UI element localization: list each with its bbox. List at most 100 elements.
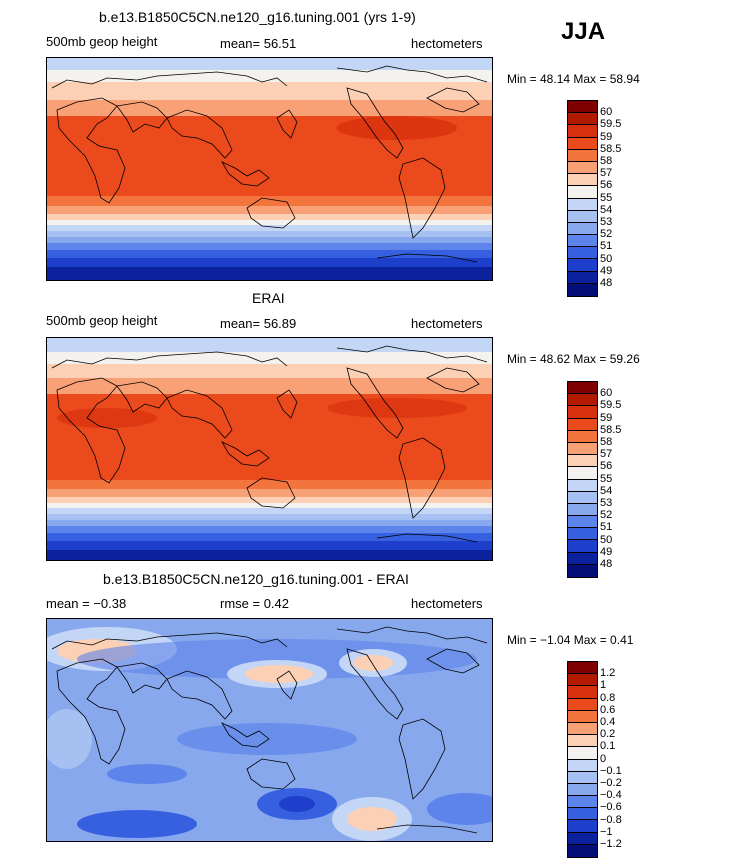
panel2-coastlines — [51, 345, 488, 543]
colorbar-label: 58.5 — [600, 423, 622, 436]
colorbar-label: 56 — [600, 179, 613, 192]
panel1-cbar-box — [568, 125, 597, 138]
panel3-rmse: rmse = 0.42 — [220, 596, 290, 611]
colorbar-label: 56 — [600, 460, 613, 473]
colorbar-label: 48 — [600, 558, 613, 570]
colorbar-label: 54 — [600, 484, 613, 497]
panel2-cbar-box — [568, 394, 597, 407]
panel3-mean: mean = −0.38 — [46, 596, 127, 611]
colorbar-label: 58.5 — [600, 142, 622, 155]
panel1-colorbar — [567, 100, 598, 297]
panel2-cbar-box — [568, 528, 597, 541]
colorbar-label: 57 — [600, 448, 613, 461]
panel1-cbar-box — [568, 113, 597, 126]
colorbar-label: 0.6 — [600, 703, 616, 716]
panel3-cbar-box — [568, 771, 597, 784]
panel1-cbar-box — [568, 247, 597, 260]
panel1-units: hectometers — [411, 36, 483, 51]
colorbar-label: 52 — [600, 509, 613, 522]
panel1-variable: 500mb geop height — [46, 34, 158, 49]
colorbar-label: 0 — [600, 752, 607, 765]
panel2-units: hectometers — [411, 316, 483, 331]
colorbar-label: 0.4 — [600, 716, 616, 728]
season-label: JJA — [561, 18, 606, 45]
panel2-cbar-box — [568, 382, 597, 395]
panel3-cbar-box — [568, 735, 597, 748]
panel2-cbar-box — [568, 552, 597, 565]
panel1-cbar-box — [568, 198, 597, 211]
colorbar-label: 51 — [600, 240, 613, 253]
panel1-cbar-box — [568, 271, 597, 284]
colorbar-label: 55 — [600, 472, 613, 485]
panel1-cbar-box — [568, 235, 597, 248]
panel3-coastlines — [51, 626, 488, 834]
colorbar-label: 58 — [600, 436, 613, 448]
colorbar-label: 53 — [600, 216, 613, 228]
panel2-cbar-box — [568, 503, 597, 517]
panel1-cbar-box — [568, 186, 597, 199]
colorbar-label: −1.2 — [600, 838, 622, 850]
panel1-map — [46, 57, 493, 281]
panel1-cbar-box — [568, 259, 597, 272]
colorbar-label: 50 — [600, 252, 613, 265]
panel2-title: ERAI — [252, 290, 285, 306]
panel2-cbar-box — [568, 540, 597, 553]
panel2-colorbar — [567, 381, 598, 578]
panel3-cbar-box — [568, 698, 597, 711]
panel2-cbar-box — [568, 467, 597, 480]
panel3-cbar-box — [568, 747, 597, 760]
panel2-map-svg — [47, 338, 492, 560]
colorbar-label: 53 — [600, 497, 613, 509]
panel3-minmax: Min = −1.04 Max = 0.41 — [507, 633, 634, 647]
colorbar-label: 0.1 — [600, 740, 616, 753]
panel3-cbar-box — [568, 808, 597, 821]
panel2-cbar-box — [568, 442, 597, 456]
panel2-variable: 500mb geop height — [46, 313, 158, 328]
panel1-cbar-box — [568, 222, 597, 236]
colorbar-label: −0.6 — [600, 801, 622, 814]
colorbar-label: 59 — [600, 411, 613, 424]
panel3-cbar-box — [568, 783, 597, 797]
panel1-cbar-box — [568, 210, 597, 223]
panel1-minmax: Min = 48.14 Max = 58.94 — [507, 72, 640, 86]
panel2-mean: mean= 56.89 — [220, 316, 297, 331]
panel2-map — [46, 337, 493, 561]
panel3-field — [47, 619, 492, 841]
panel3-cbar-box — [568, 662, 597, 675]
panel2-cbar-box — [568, 455, 597, 468]
panel3-cbar-box — [568, 674, 597, 687]
colorbar-label: 49 — [600, 264, 613, 277]
colorbar-label: 55 — [600, 191, 613, 204]
colorbar-label: −1 — [600, 825, 613, 838]
panel2-cbar-box — [568, 516, 597, 529]
panel3-map-svg — [47, 619, 492, 841]
panel3-map — [46, 618, 493, 842]
panel1-coastlines — [51, 65, 488, 263]
colorbar-label: 51 — [600, 521, 613, 534]
colorbar-label: 59.5 — [600, 118, 622, 131]
colorbar-label: 60 — [600, 387, 613, 400]
colorbar-label: 0.2 — [600, 728, 616, 741]
panel3-cbar-box — [568, 832, 597, 845]
panel1-title: b.e13.B1850C5CN.ne120_g16.tuning.001 (yr… — [99, 9, 416, 25]
colorbar-label: −0.1 — [600, 764, 622, 777]
panel3-units: hectometers — [411, 596, 483, 611]
panel1-mean: mean= 56.51 — [220, 36, 297, 51]
colorbar-label: −0.8 — [600, 813, 622, 826]
colorbar-label: −0.4 — [600, 789, 622, 802]
colorbar-label: 52 — [600, 228, 613, 241]
panel1-cbar-box — [568, 101, 597, 114]
colorbar-label: 48 — [600, 277, 613, 289]
colorbar-label: 58 — [600, 155, 613, 167]
colorbar-label: 59 — [600, 130, 613, 143]
panel1-map-svg — [47, 58, 492, 280]
panel3-colorbar — [567, 661, 598, 858]
panel2-cbar-box — [568, 406, 597, 419]
colorbar-label: 0.8 — [600, 691, 616, 704]
panel2-cbar-box — [568, 491, 597, 504]
colorbar-label: 50 — [600, 533, 613, 546]
panel3-cbar-box — [568, 710, 597, 723]
panel2-cbar-box — [568, 430, 597, 443]
panel2-bands — [47, 338, 492, 560]
panel2-cbar-box — [568, 479, 597, 492]
